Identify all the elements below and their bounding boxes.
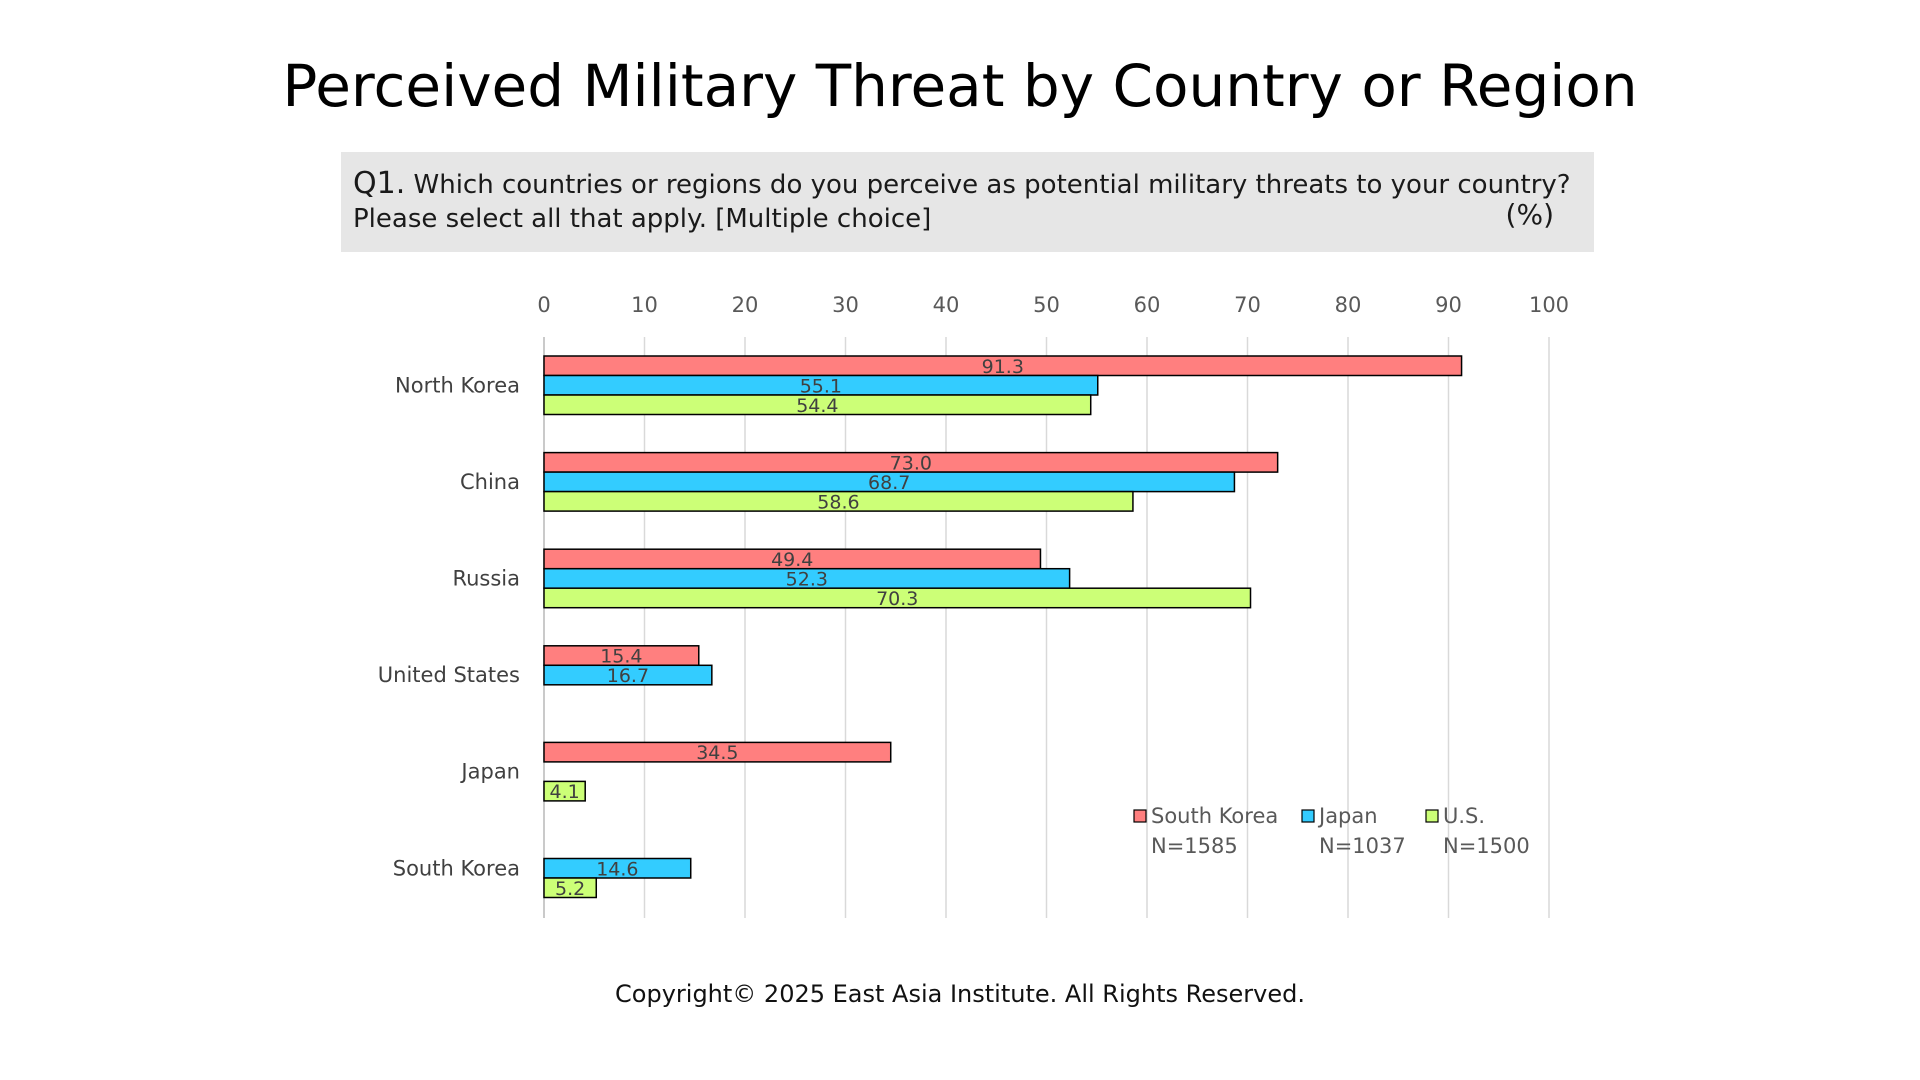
bar <box>543 587 1252 609</box>
x-tick-label: 30 <box>832 293 859 317</box>
legend-label: South Korea <box>1151 804 1278 828</box>
data-label: 58.6 <box>817 491 859 513</box>
category-label: United States <box>378 663 520 687</box>
data-label: 5.2 <box>555 878 585 900</box>
data-label: 54.4 <box>796 395 838 417</box>
bar <box>543 664 713 686</box>
legend-sample-size: N=1585 <box>1151 834 1238 858</box>
category-label: South Korea <box>393 856 520 880</box>
data-label: 91.3 <box>982 356 1024 378</box>
legend-swatch <box>1301 809 1315 823</box>
x-tick-label: 80 <box>1335 293 1362 317</box>
unit-label: (%) <box>1505 198 1554 231</box>
x-tick-label: 40 <box>933 293 960 317</box>
bar <box>543 741 892 763</box>
bar <box>543 857 692 879</box>
bar <box>543 394 1092 416</box>
data-label: 34.5 <box>696 742 738 764</box>
x-tick-label: 100 <box>1529 293 1569 317</box>
question-line-1: Q1. Which countries or regions do you pe… <box>353 166 1571 201</box>
legend-swatch <box>1133 809 1147 823</box>
data-label: 68.7 <box>868 472 910 494</box>
category-label: China <box>460 470 520 494</box>
data-label: 14.6 <box>596 858 638 880</box>
x-tick-label: 20 <box>732 293 759 317</box>
data-label: 52.3 <box>786 568 828 590</box>
x-tick-label: 90 <box>1435 293 1462 317</box>
legend-sample-size: N=1500 <box>1443 834 1530 858</box>
legend-swatch <box>1425 809 1439 823</box>
question-number: Q1. <box>353 166 406 201</box>
chart-title: Perceived Military Threat by Country or … <box>282 52 1638 120</box>
data-label: 15.4 <box>600 646 642 668</box>
x-tick-label: 60 <box>1134 293 1161 317</box>
category-label: Japan <box>459 760 520 784</box>
category-label: North Korea <box>395 373 520 397</box>
x-tick-label: 0 <box>537 293 550 317</box>
question-text: Which countries or regions do you percei… <box>413 170 1571 200</box>
legend-label: U.S. <box>1443 804 1485 828</box>
data-label: 55.1 <box>800 375 842 397</box>
bar <box>543 490 1134 512</box>
question-box: Q1. Which countries or regions do you pe… <box>341 152 1594 252</box>
data-label: 4.1 <box>549 781 579 803</box>
category-label: Russia <box>452 566 520 590</box>
data-label: 70.3 <box>876 588 918 610</box>
bar <box>543 780 586 802</box>
data-label: 73.0 <box>890 452 932 474</box>
question-line-2: Please select all that apply. [Multiple … <box>353 204 932 234</box>
legend-sample-size: N=1037 <box>1319 834 1406 858</box>
x-tick-label: 50 <box>1033 293 1060 317</box>
x-tick-label: 10 <box>631 293 658 317</box>
copyright-notice: Copyright© 2025 East Asia Institute. All… <box>615 980 1305 1008</box>
x-tick-label: 70 <box>1234 293 1261 317</box>
bar <box>543 877 598 899</box>
data-label: 49.4 <box>771 549 813 571</box>
data-label: 16.7 <box>607 665 649 687</box>
legend-label: Japan <box>1317 804 1378 828</box>
